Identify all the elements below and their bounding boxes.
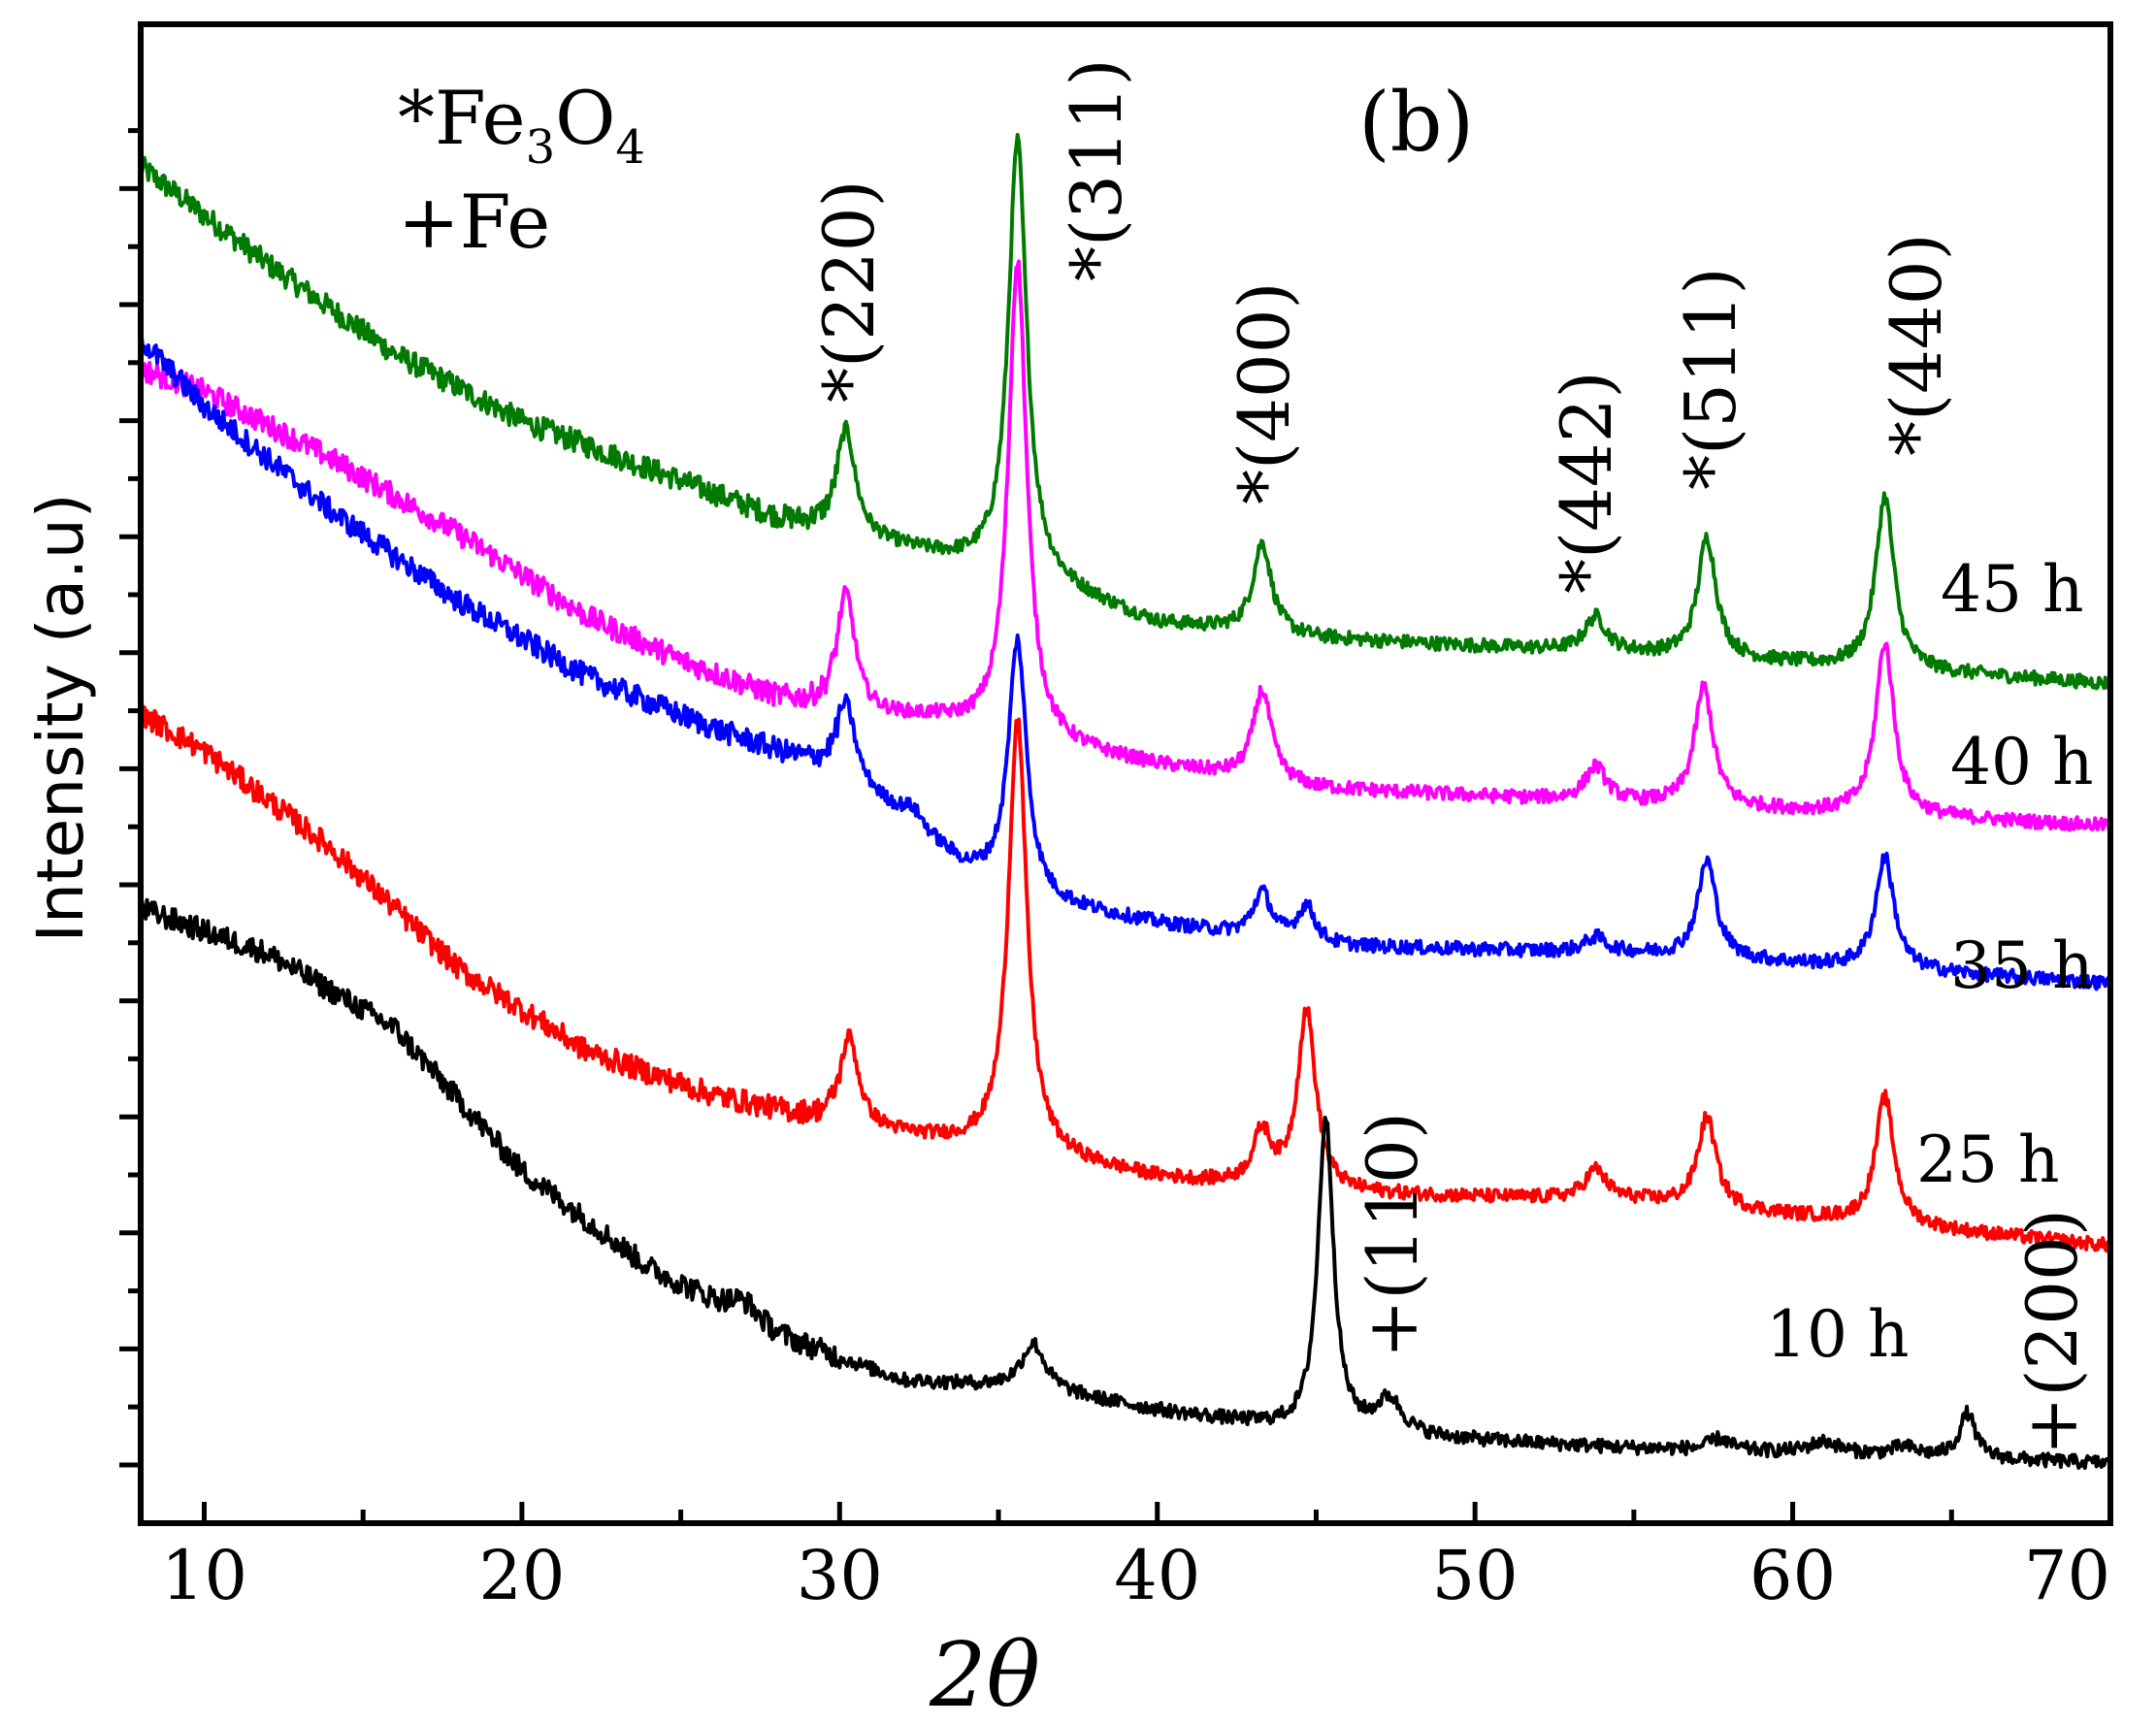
peak-label-400: *(400) <box>1224 281 1305 504</box>
x-tick-label-20: 20 <box>478 1536 565 1615</box>
x-tick-label-30: 30 <box>797 1536 883 1615</box>
x-tick-label-50: 50 <box>1432 1536 1519 1615</box>
legend-fe-symbol: + <box>398 179 460 265</box>
legend-fe3o4-sub3: 3 <box>526 120 556 175</box>
peak-label-200: +(200) <box>2011 1209 2093 1455</box>
x-axis-title: 2θ <box>929 1623 1040 1724</box>
peak-label-440: *(440) <box>1876 233 1957 456</box>
legend-fe3o4-o: O <box>555 75 615 161</box>
series-label-40h: 40 h <box>1950 725 2093 799</box>
series-line-40h <box>139 259 2112 832</box>
peak-labels: *(220) *(311) *(400) *(442) *(511) *(440… <box>808 58 2093 1455</box>
series-line-45h <box>139 133 2112 691</box>
series-layer <box>139 133 2112 1471</box>
ticks-layer: 10 20 30 40 50 60 70 <box>119 128 2113 1615</box>
x-tick-label-60: 60 <box>1749 1536 1836 1615</box>
legend-fe-text: Fe <box>460 179 551 265</box>
plot-frame <box>138 21 2113 1526</box>
legend: *Fe3O4 +Fe <box>398 75 645 265</box>
peak-label-442: *(442) <box>1546 371 1627 594</box>
legend-fe: +Fe <box>398 179 550 265</box>
peak-label-110: +(110) <box>1352 1112 1433 1358</box>
series-line-25h <box>139 701 2112 1253</box>
peak-label-311: *(311) <box>1056 58 1137 281</box>
x-tick-label-40: 40 <box>1114 1536 1200 1615</box>
y-axis-title: Intensity (a.u) <box>23 494 98 943</box>
legend-fe3o4-symbol: * <box>398 75 435 161</box>
series-labels: 45 h 40 h 35 h 25 h 10 h <box>1766 552 2093 1372</box>
legend-fe3o4-sub4: 4 <box>615 120 645 175</box>
x-tick-label-10: 10 <box>161 1536 247 1615</box>
legend-fe3o4: *Fe3O4 <box>398 75 645 175</box>
legend-fe3o4-fe: Fe <box>435 75 526 161</box>
series-label-45h: 45 h <box>1941 552 2083 627</box>
series-label-10h: 10 h <box>1766 1297 1909 1372</box>
series-label-25h: 25 h <box>1916 1122 2059 1197</box>
series-line-35h <box>139 332 2112 992</box>
panel-label: (b) <box>1358 75 1474 170</box>
series-line-10h <box>139 897 2112 1471</box>
series-label-35h: 35 h <box>1950 928 2093 1003</box>
peak-label-220: *(220) <box>808 179 890 403</box>
x-tick-label-70: 70 <box>2024 1536 2110 1615</box>
peak-label-511: *(511) <box>1670 267 1751 490</box>
